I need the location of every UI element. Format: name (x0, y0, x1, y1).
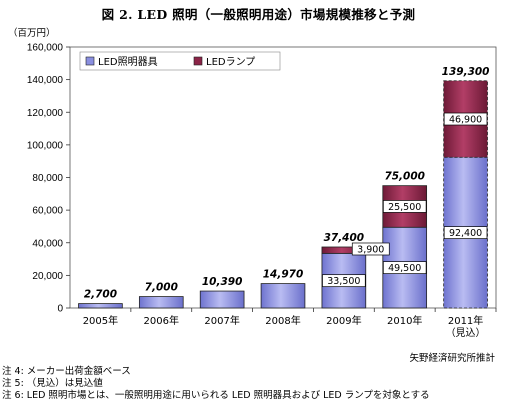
x-tick-label: 2006年 (144, 314, 179, 327)
x-tick-label: 2011年 (448, 314, 483, 327)
legend-swatch (85, 56, 95, 66)
segment-value-label: 25,500 (388, 202, 421, 213)
y-tick-label: 60,000 (32, 206, 63, 217)
y-tick-label: 0 (57, 304, 63, 315)
x-tick-label: 2009年 (326, 314, 361, 327)
total-value-label: 14,970 (263, 269, 304, 281)
y-tick-label: 160,000 (27, 43, 64, 54)
segment-value-label: 3,900 (357, 244, 384, 255)
segment-value-label: 49,500 (388, 263, 421, 274)
bar-led-fixture (260, 283, 306, 309)
bar-led-fixture (199, 290, 245, 309)
total-value-label: 139,300 (442, 66, 490, 78)
source-credit: 矢野経済研究所推計 (409, 353, 495, 364)
y-tick-label: 140,000 (27, 75, 64, 86)
segment-value-label: 92,400 (449, 228, 482, 239)
footnote-4: 注 4: メーカー出荷金額ベース (2, 366, 131, 377)
segment-value-label-box (382, 261, 427, 274)
segment-value-label: 33,500 (327, 276, 360, 287)
bar-led-fixture (138, 296, 184, 309)
total-value-label: 7,000 (145, 282, 178, 294)
total-value-label: 75,000 (384, 171, 425, 183)
segment-value-label-box (322, 274, 366, 288)
y-tick-label: 40,000 (32, 238, 63, 249)
segment-value-label-box (443, 112, 488, 126)
y-tick-label: 120,000 (27, 108, 64, 119)
segment-value-label-box (443, 226, 488, 239)
footnote-6: 注 6: LED 照明市場とは、一般照明用途に用いられる LED 照明器具および… (2, 390, 430, 401)
x-tick-label: 2008年 (265, 314, 300, 327)
y-tick-label: 100,000 (27, 140, 64, 151)
stacked-bar-chart: 0 20,000 40,000 60,000 80,000 100,000 120,000 1… (27, 43, 497, 339)
x-tick-label: 2005年 (83, 314, 118, 327)
segment-value-label: 46,900 (449, 115, 482, 126)
y-tick-label: 20,000 (32, 271, 63, 282)
legend-box (79, 51, 281, 71)
y-axis-unit-label: （百万円） (8, 28, 56, 39)
legend-swatch (193, 56, 203, 66)
legend-label: LEDランプ (206, 56, 255, 68)
segment-value-label-box (351, 242, 390, 256)
footnote-5: 注 5: （見込）は見込値 (2, 378, 103, 389)
y-tick-label: 80,000 (32, 173, 63, 184)
legend-label: LED照明器具 (98, 56, 158, 68)
total-value-label: 2,700 (84, 289, 117, 301)
bar-led-fixture (78, 303, 123, 309)
segment-value-label-box (382, 200, 427, 213)
total-value-label: 37,400 (324, 232, 365, 244)
x-tick-label: 2007年 (204, 314, 239, 327)
x-tick-label: （見込） (446, 327, 486, 339)
total-value-label: 10,390 (202, 276, 243, 288)
chart-title: 図 2. LED 照明（一般照明用途）市場規模推移と予測 (101, 7, 416, 22)
x-tick-label: 2010年 (387, 314, 422, 327)
